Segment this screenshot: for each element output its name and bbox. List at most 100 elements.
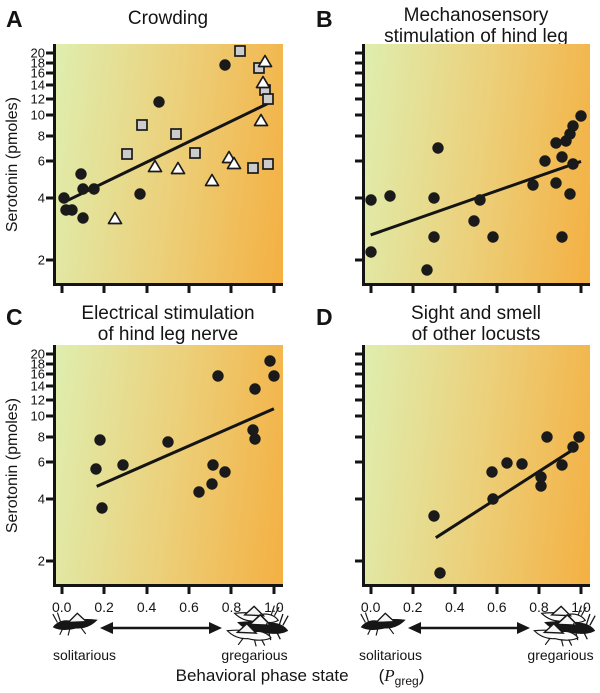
y-tick <box>46 113 53 117</box>
y-tick <box>46 159 53 163</box>
panel-c-title: Electrical stimulation of hind leg nerve <box>53 303 283 345</box>
data-point-circle <box>431 141 444 154</box>
y-tick <box>46 83 53 87</box>
data-point-circle <box>263 355 276 368</box>
data-point-circle <box>66 203 79 216</box>
y-tick-label: 8 <box>37 429 45 445</box>
y-tick <box>355 159 362 163</box>
data-point-circle <box>486 230 499 243</box>
y-tick-label: 16 <box>30 65 45 81</box>
data-point-triangle <box>147 159 163 173</box>
x-tick <box>187 286 191 293</box>
y-tick <box>355 414 362 418</box>
data-point-circle <box>575 110 588 123</box>
data-point-circle <box>383 189 396 202</box>
data-point-square <box>261 93 274 105</box>
data-point-circle <box>206 478 219 491</box>
y-tick <box>355 352 362 356</box>
data-point-circle <box>57 191 70 204</box>
data-point-circle <box>535 480 548 493</box>
phase-arrow-icon <box>408 621 530 635</box>
x-tick-label: 0.0 <box>51 599 72 615</box>
y-tick <box>355 196 362 200</box>
x-tick-label: 0.0 <box>360 599 381 615</box>
data-point-circle <box>549 136 562 149</box>
x-tick <box>537 587 541 594</box>
data-point-circle <box>211 370 224 383</box>
data-point-triangle <box>255 75 271 89</box>
y-tick <box>46 71 53 75</box>
data-point-circle <box>427 230 440 243</box>
y-axis-title-row2: Serotonin (pmoles) <box>4 345 22 587</box>
data-point-circle <box>427 510 440 523</box>
x-tick <box>229 587 233 594</box>
x-tick-label: 0.6 <box>487 599 507 615</box>
data-point-circle <box>364 245 377 258</box>
y-tick-label: 2 <box>37 553 45 569</box>
data-point-circle <box>541 430 554 443</box>
data-point-circle <box>93 433 106 446</box>
x-tick-label: 0.2 <box>94 599 114 615</box>
data-point-circle <box>501 457 514 470</box>
data-point-circle <box>219 59 232 72</box>
y-tick <box>355 71 362 75</box>
y-tick <box>46 362 53 366</box>
data-point-circle <box>246 424 259 437</box>
panel-b-plot <box>355 44 590 293</box>
data-point-circle <box>535 471 548 484</box>
panel-d-plot: 0.0 0.2 0.4 0.6 0.8 1.0 <box>355 345 591 615</box>
panel-a-letter: A <box>6 6 24 32</box>
x-tick <box>145 587 149 594</box>
y-tick <box>46 97 53 101</box>
y-tick <box>355 435 362 439</box>
x-tick <box>60 587 64 594</box>
data-point-circle <box>76 211 89 224</box>
x-tick <box>411 286 415 293</box>
panel-d-title-line2: of other locusts <box>411 324 541 345</box>
panel-c-title-line1: Electrical stimulation <box>81 303 255 324</box>
data-point-triangle <box>226 156 241 170</box>
y-tick-label: 14 <box>30 77 45 93</box>
y-tick-label: 4 <box>37 190 45 206</box>
data-point-circle <box>76 183 89 196</box>
data-point-circle <box>161 436 174 449</box>
x-tick <box>60 286 64 293</box>
panel-c-letter: C <box>6 304 24 330</box>
gregarious-locusts-icon <box>220 604 292 648</box>
panel-a-title-line1: Crowding <box>127 8 209 29</box>
gregarious-label-left: gregarious <box>221 647 288 663</box>
y-tick <box>355 134 362 138</box>
x-tick <box>495 587 499 594</box>
y-tick <box>46 559 53 563</box>
y-tick <box>355 61 362 65</box>
trend-line <box>56 44 283 283</box>
y-tick-label: 18 <box>30 356 45 372</box>
data-point-triangle <box>258 54 273 68</box>
y-axis-title-row1: Serotonin (pmoles) <box>4 44 22 286</box>
data-point-triangle <box>253 113 269 127</box>
data-point-square <box>253 61 265 74</box>
y-tick <box>46 258 53 262</box>
data-point-circle <box>89 462 102 475</box>
y-tick-label: 20 <box>30 346 45 362</box>
data-point-circle <box>516 457 529 470</box>
x-tick <box>579 286 583 293</box>
y-tick-label: 2 <box>37 252 45 268</box>
y-tick-label: 18 <box>30 55 45 71</box>
y-tick-label: 14 <box>30 378 45 394</box>
x-tick <box>102 587 106 594</box>
data-point-circle <box>207 458 220 471</box>
phase-arrow-icon <box>100 621 222 635</box>
data-point-circle <box>526 179 539 192</box>
data-point-circle <box>486 492 499 505</box>
data-point-circle <box>467 214 480 227</box>
data-point-circle <box>556 151 569 164</box>
panel-c-title-line2: of hind leg nerve <box>97 324 239 345</box>
y-tick <box>355 372 362 376</box>
trend-line <box>365 345 590 584</box>
solitarious-locust-icon <box>360 611 406 637</box>
y-tick <box>46 134 53 138</box>
x-axis-label-text: Behavioral phase state <box>175 666 349 685</box>
x-tick <box>229 286 233 293</box>
